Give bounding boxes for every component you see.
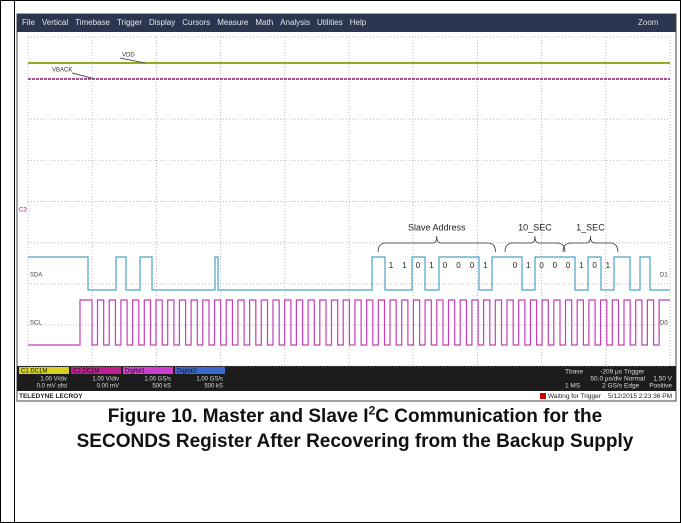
timebase-text: Tbase <box>565 369 583 376</box>
bit-label: 1 <box>389 261 394 270</box>
bit-label: 0 <box>566 261 571 270</box>
menu-bar <box>17 14 676 32</box>
channel-header-text: Digital1 <box>125 369 146 375</box>
trigger-text: Trigger <box>624 369 645 376</box>
trace-label: C3 <box>19 208 27 214</box>
channel-setting: 500 kS <box>204 384 223 390</box>
trace-label: D0 <box>660 321 668 327</box>
trace-label: VDD <box>122 53 135 59</box>
trace-label: SCL <box>30 321 42 327</box>
trigger-text: Positive <box>649 383 672 390</box>
trigger-text: 1.50 V <box>653 376 672 383</box>
annotation-label: Slave Address <box>408 222 466 232</box>
bit-label: 1 <box>579 261 584 270</box>
figure-caption: Figure 10. Master and Slave I2C Communic… <box>60 404 650 454</box>
trace-label: VBACK <box>52 68 72 74</box>
trigger-text: Normal <box>624 376 646 383</box>
bit-label: 0 <box>470 261 475 270</box>
bit-label: 1 <box>526 261 531 270</box>
channel-header-text: C1 DC1M <box>21 369 47 375</box>
trace-label: D1 <box>660 273 668 279</box>
menu-item[interactable]: File <box>22 18 35 27</box>
menu-item[interactable]: Help <box>350 18 367 27</box>
menu-item[interactable]: Analysis <box>280 18 310 27</box>
brand: TELEDYNE LECROY <box>19 393 83 400</box>
menu-item[interactable]: Measure <box>217 18 249 27</box>
annotation-label: 1_SEC <box>576 222 605 232</box>
caption-text: Figure 10. Master and Slave I <box>108 406 369 427</box>
bit-label: 0 <box>443 261 448 270</box>
annotation-label: 10_SEC <box>518 222 552 232</box>
channel-setting: 1.00 V/div <box>40 377 67 383</box>
channel-header-text: C2 DC1M <box>73 369 99 375</box>
page: Zoom File Vertical Timebase Trigger Display C… <box>0 0 681 523</box>
bit-label: 1 <box>429 261 434 270</box>
menu-item[interactable]: Utilities <box>317 18 343 27</box>
menu-item[interactable]: Display <box>149 18 175 27</box>
bit-label: 0 <box>456 261 461 270</box>
menu-item[interactable]: Trigger <box>117 18 142 27</box>
trigger-text: Edge <box>624 383 640 390</box>
bit-label: 0 <box>513 261 518 270</box>
menu-item[interactable]: Cursors <box>182 18 210 27</box>
zoom-button[interactable]: Zoom <box>638 18 659 27</box>
channel-setting: 1.00 V/div <box>92 377 119 383</box>
bit-label: 1 <box>606 261 611 270</box>
channel-setting: 1.00 GS/s <box>196 377 223 383</box>
timebase-text: -209 µs <box>600 369 623 376</box>
bit-label: 0 <box>416 261 421 270</box>
datetime: 5/12/2015 2:23:36 PM <box>608 393 672 400</box>
timebase-text: 50.0 µs/div <box>590 376 622 383</box>
timebase-text: 1 MS <box>565 383 581 390</box>
bit-label: 0 <box>592 261 597 270</box>
menu-item[interactable]: Vertical <box>42 18 68 27</box>
channel-setting: 0.0 mV ofst <box>37 384 68 390</box>
channel-header-text: Digital2 <box>177 369 198 375</box>
menu-item[interactable]: Timebase <box>75 18 110 27</box>
channel-setting: 500 kS <box>152 384 171 390</box>
timebase-text: 2 GS/s <box>602 383 623 390</box>
channel-setting: 1.00 GS/s <box>144 377 171 383</box>
bit-label: 0 <box>539 261 544 270</box>
state-icon <box>540 393 546 399</box>
trace-label: SDA <box>30 273 42 279</box>
bit-label: 0 <box>553 261 558 270</box>
acquisition-state: Waiting for Trigger <box>548 393 602 400</box>
bit-label: 1 <box>483 261 488 270</box>
menu-item[interactable]: Math <box>255 18 273 27</box>
bit-label: 1 <box>402 261 407 270</box>
channel-setting: 0.00 mV <box>97 384 119 390</box>
